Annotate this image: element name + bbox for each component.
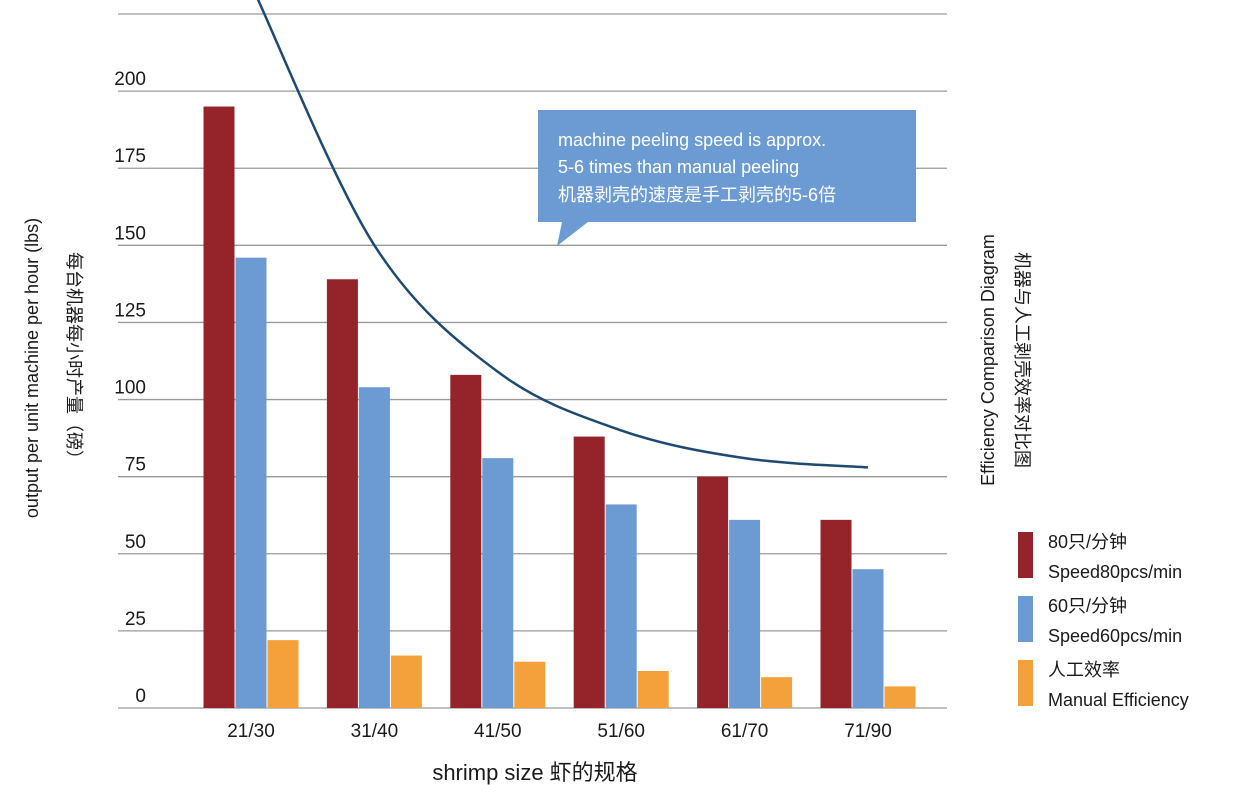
callout-line-3: 机器剥壳的速度是手工剥壳的5-6倍 — [558, 185, 836, 205]
legend-swatch — [1018, 660, 1033, 706]
y-tick-label: 200 — [114, 69, 146, 90]
bar — [235, 257, 267, 708]
bar — [358, 387, 390, 708]
x-axis-label: shrimp size 虾的规格 — [432, 760, 637, 785]
x-tick-label: 51/60 — [597, 721, 645, 742]
legend-label: 人工效率 — [1048, 660, 1120, 680]
bar — [203, 106, 235, 709]
right-title-cn: 机器与人工剥壳效率对比图 — [1012, 252, 1032, 468]
x-tick-label: 71/90 — [844, 721, 892, 742]
callout-bubble — [538, 110, 916, 246]
y-tick-label: 75 — [125, 455, 146, 476]
bar — [390, 655, 422, 708]
y-tick-label: 0 — [135, 686, 146, 707]
x-tick-label: 41/50 — [474, 721, 522, 742]
callout-box: machine peeling speed is approx. 5-6 tim… — [538, 110, 916, 246]
bar — [573, 436, 605, 708]
y-tick-label: 50 — [125, 532, 146, 553]
bar-series — [203, 106, 916, 709]
x-tick-label: 61/70 — [721, 721, 769, 742]
bar — [761, 677, 793, 708]
legend-label: Speed60pcs/min — [1048, 626, 1182, 646]
y-tick-labels: 0 25 50 75 100 125 150 175 200 — [114, 69, 146, 707]
y-tick-label: 100 — [114, 378, 146, 399]
bar — [514, 661, 546, 708]
y-axis-label-en: output per unit machine per hour (lbs) — [22, 218, 42, 518]
y-tick-label: 125 — [114, 300, 146, 321]
legend-label: Manual Efficiency — [1048, 690, 1189, 710]
x-tick-label: 21/30 — [227, 721, 275, 742]
trend-curve — [256, 0, 869, 469]
legend-label: 60只/分钟 — [1048, 596, 1127, 616]
x-tick-label: 31/40 — [351, 721, 399, 742]
legend-swatch — [1018, 532, 1033, 578]
x-tick-labels: 21/30 31/40 41/50 51/60 61/70 71/90 — [227, 721, 892, 742]
bar — [605, 504, 637, 708]
callout-line-1: machine peeling speed is approx. — [558, 130, 826, 150]
legend: 80只/分钟 Speed80pcs/min 60只/分钟 Speed60pcs/min… — [1018, 532, 1189, 710]
y-axis-label-cn: 每台机器每小时产量（磅） — [64, 252, 84, 468]
right-title-en: Efficiency Comparison Diagram — [978, 234, 998, 486]
bar — [884, 686, 916, 708]
bar — [326, 279, 358, 708]
y-tick-label: 25 — [125, 609, 146, 630]
bar — [450, 374, 482, 708]
bar — [482, 458, 514, 708]
bar — [852, 569, 884, 708]
bar — [820, 519, 852, 708]
bar — [267, 640, 299, 708]
callout-line-2: 5-6 times than manual peeling — [558, 157, 799, 177]
bar — [729, 519, 761, 708]
bar — [637, 670, 669, 708]
y-tick-label: 150 — [114, 223, 146, 244]
legend-label: 80只/分钟 — [1048, 532, 1127, 552]
legend-swatch — [1018, 596, 1033, 642]
legend-label: Speed80pcs/min — [1048, 562, 1182, 582]
y-tick-label: 175 — [114, 146, 146, 167]
bar — [697, 476, 729, 708]
